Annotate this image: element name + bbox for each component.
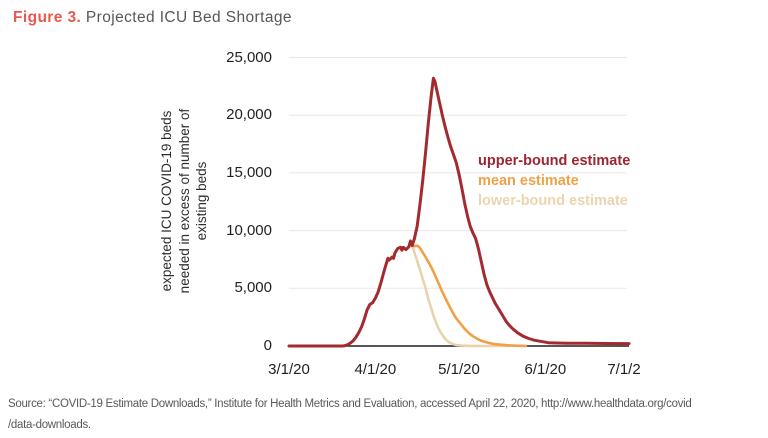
x-tick-label: 6/1/20 — [524, 361, 567, 378]
figure-number: Figure 3. — [13, 9, 82, 26]
y-tick-label: 25,000 — [226, 48, 272, 66]
y-tick-label: 5,000 — [234, 279, 272, 297]
source-line-2: /data-downloads. — [8, 419, 91, 431]
y-axis-title-line: expected ICU COVID-19 beds — [159, 110, 174, 292]
y-tick-label: 10,000 — [226, 221, 272, 239]
legend-lower-bound: lower-bound estimate — [478, 193, 628, 209]
upper-bound-estimate-line — [287, 76, 631, 348]
legend-upper-bound: upper-bound estimate — [478, 153, 631, 169]
x-tick-label: 7/1/2 — [607, 361, 641, 378]
source-line-1: Source: “COVID-19 Estimate Downloads,” I… — [8, 398, 692, 410]
legend: upper-bound estimate mean estimate lower… — [478, 151, 630, 211]
y-axis-title: expected ICU COVID-19 beds needed in exc… — [158, 81, 214, 321]
source-note: Source: “COVID-19 Estimate Downloads,” I… — [8, 394, 764, 436]
lower-bound-estimate-line — [287, 239, 514, 348]
y-axis-title-line: needed in excess of number of — [176, 108, 192, 294]
x-tick-label: 3/1/20 — [268, 361, 310, 378]
x-tick-label: 5/1/20 — [438, 361, 480, 378]
y-tick-label: 15,000 — [226, 163, 272, 181]
y-tick-label: 20,000 — [226, 106, 272, 124]
figure-title-text: Projected ICU Bed Shortage — [81, 9, 292, 26]
legend-mean: mean estimate — [478, 173, 579, 189]
y-tick-label: 0 — [263, 337, 272, 354]
y-axis-title-line: existing beds — [194, 161, 209, 241]
figure-title: Figure 3. Projected ICU Bed Shortage — [13, 9, 292, 27]
x-tick-label: 4/1/20 — [354, 361, 397, 378]
